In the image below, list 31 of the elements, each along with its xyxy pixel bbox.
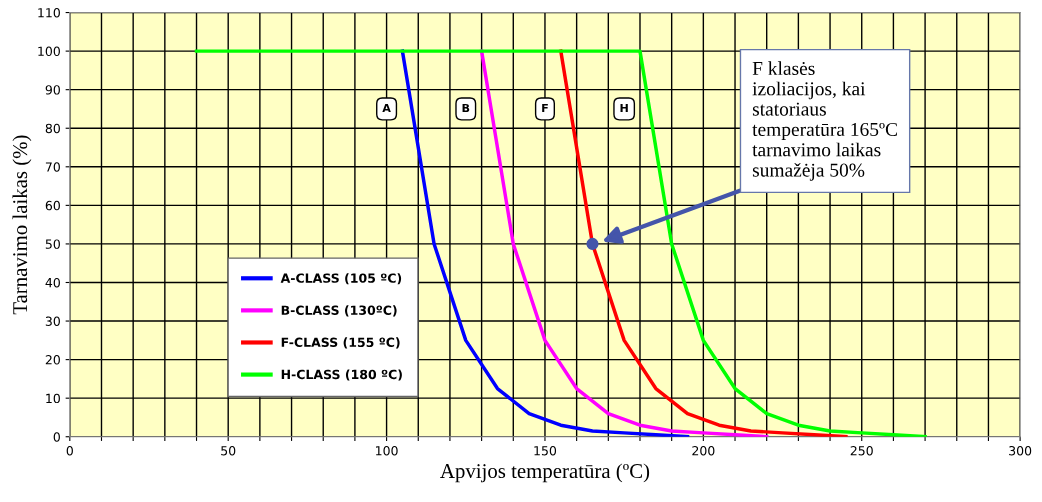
line-series [194, 49, 927, 437]
legend-label: A-CLASS (105 ºC) [280, 273, 402, 285]
y-tick-label: 100 [38, 46, 60, 57]
x-tick-label: 250 [850, 445, 873, 456]
y-tick-label: 70 [45, 162, 60, 172]
y-tick-label: 10 [46, 393, 60, 404]
legend-label: B-CLASS (130ºC) [281, 305, 397, 317]
x-tick-label: 200 [692, 445, 715, 456]
y-axis-title: Tarnavimo laikas (%) [12, 135, 32, 315]
annotation: B [462, 103, 470, 113]
legend-label: H-CLASS (180 ºC) [281, 369, 402, 381]
x-tick-label: 0 [66, 445, 73, 456]
annotation: A [382, 103, 391, 113]
legend-label: F-CLASS (155 ºC) [281, 337, 400, 349]
x-axis-title: Apvijos temperatūra (ºC) [440, 463, 650, 483]
y-tick-label: 0 [53, 432, 60, 442]
y-tick-label: 90 [45, 85, 60, 95]
y-tick-label: 30 [45, 316, 60, 326]
y-tick-label: 60 [45, 200, 60, 211]
annotation: F klasės izoliacijos, kai statoriaus temperatūra 165ºC tarnavimo laikas sumažėja 50% [752, 61, 897, 181]
y-tick-label: 40 [45, 277, 60, 288]
y-tick-label: 110 [38, 8, 60, 18]
y-tick-label: 20 [45, 355, 60, 365]
x-tick-label: 50 [221, 445, 236, 456]
y-tick-label: 80 [45, 123, 60, 134]
annotation: F [542, 103, 548, 113]
x-tick-label: 150 [534, 445, 557, 456]
annotation: H [620, 103, 628, 113]
x-tick-label: 100 [376, 445, 398, 456]
x-tick-label: 300 [1009, 445, 1032, 456]
y-tick-label: 50 [45, 239, 60, 249]
